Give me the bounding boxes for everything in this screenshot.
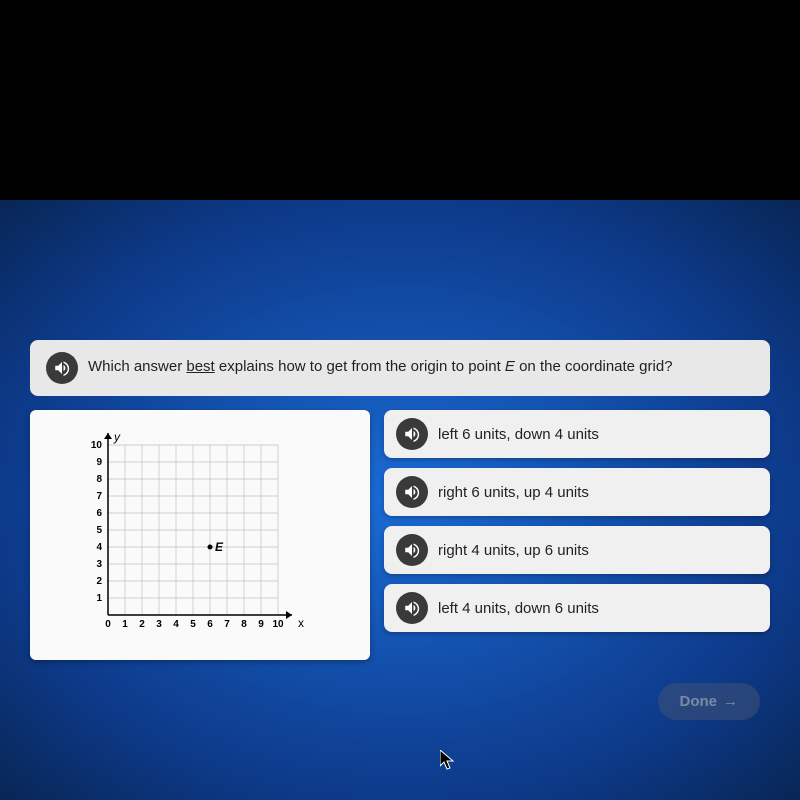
svg-text:1: 1 (122, 619, 128, 630)
answer-text: right 4 units, up 6 units (438, 542, 589, 559)
app-background: Which answer best explains how to get fr… (0, 200, 800, 800)
svg-text:4: 4 (96, 542, 102, 553)
svg-text:9: 9 (96, 457, 102, 468)
svg-text:6: 6 (207, 619, 213, 630)
svg-text:0: 0 (105, 619, 111, 630)
question-post: on the coordinate grid? (515, 358, 673, 375)
audio-icon[interactable] (396, 592, 428, 624)
svg-text:5: 5 (96, 525, 102, 536)
content-row: 01234567891012345678910xyE left 6 units,… (30, 410, 770, 660)
arrow-right-icon: → (723, 693, 738, 710)
svg-text:7: 7 (96, 491, 102, 502)
question-bar: Which answer best explains how to get fr… (30, 340, 770, 396)
svg-text:E: E (215, 540, 224, 554)
answer-option-2[interactable]: right 6 units, up 4 units (384, 468, 770, 516)
svg-text:6: 6 (96, 508, 102, 519)
coordinate-grid-panel: 01234567891012345678910xyE (30, 410, 370, 660)
svg-text:8: 8 (241, 619, 247, 630)
svg-text:2: 2 (96, 576, 102, 587)
audio-icon[interactable] (396, 476, 428, 508)
svg-text:y: y (113, 430, 121, 444)
answer-text: left 4 units, down 6 units (438, 600, 599, 617)
svg-text:5: 5 (190, 619, 196, 630)
svg-text:10: 10 (272, 619, 284, 630)
audio-icon[interactable] (396, 534, 428, 566)
svg-text:3: 3 (156, 619, 162, 630)
svg-text:10: 10 (91, 440, 103, 451)
svg-text:8: 8 (96, 474, 102, 485)
svg-text:1: 1 (96, 593, 102, 604)
svg-text:3: 3 (96, 559, 102, 570)
done-label: Done (680, 693, 718, 710)
answer-option-4[interactable]: left 4 units, down 6 units (384, 584, 770, 632)
answer-text: left 6 units, down 4 units (438, 426, 599, 443)
audio-icon[interactable] (396, 418, 428, 450)
svg-text:9: 9 (258, 619, 264, 630)
svg-text:4: 4 (173, 619, 179, 630)
question-best: best (186, 358, 214, 375)
cursor-icon (440, 750, 456, 772)
svg-text:7: 7 (224, 619, 230, 630)
done-button[interactable]: Done → (658, 683, 761, 720)
coordinate-grid: 01234567891012345678910xyE (76, 425, 316, 645)
answer-option-3[interactable]: right 4 units, up 6 units (384, 526, 770, 574)
answer-option-1[interactable]: left 6 units, down 4 units (384, 410, 770, 458)
answer-text: right 6 units, up 4 units (438, 484, 589, 501)
audio-icon[interactable] (46, 352, 78, 384)
answers-column: left 6 units, down 4 units right 6 units… (384, 410, 770, 632)
question-point: E (505, 358, 515, 375)
svg-text:x: x (298, 616, 304, 630)
question-pre: Which answer (88, 358, 186, 375)
question-text: Which answer best explains how to get fr… (88, 352, 673, 377)
svg-text:2: 2 (139, 619, 145, 630)
question-mid: explains how to get from the origin to p… (215, 358, 505, 375)
